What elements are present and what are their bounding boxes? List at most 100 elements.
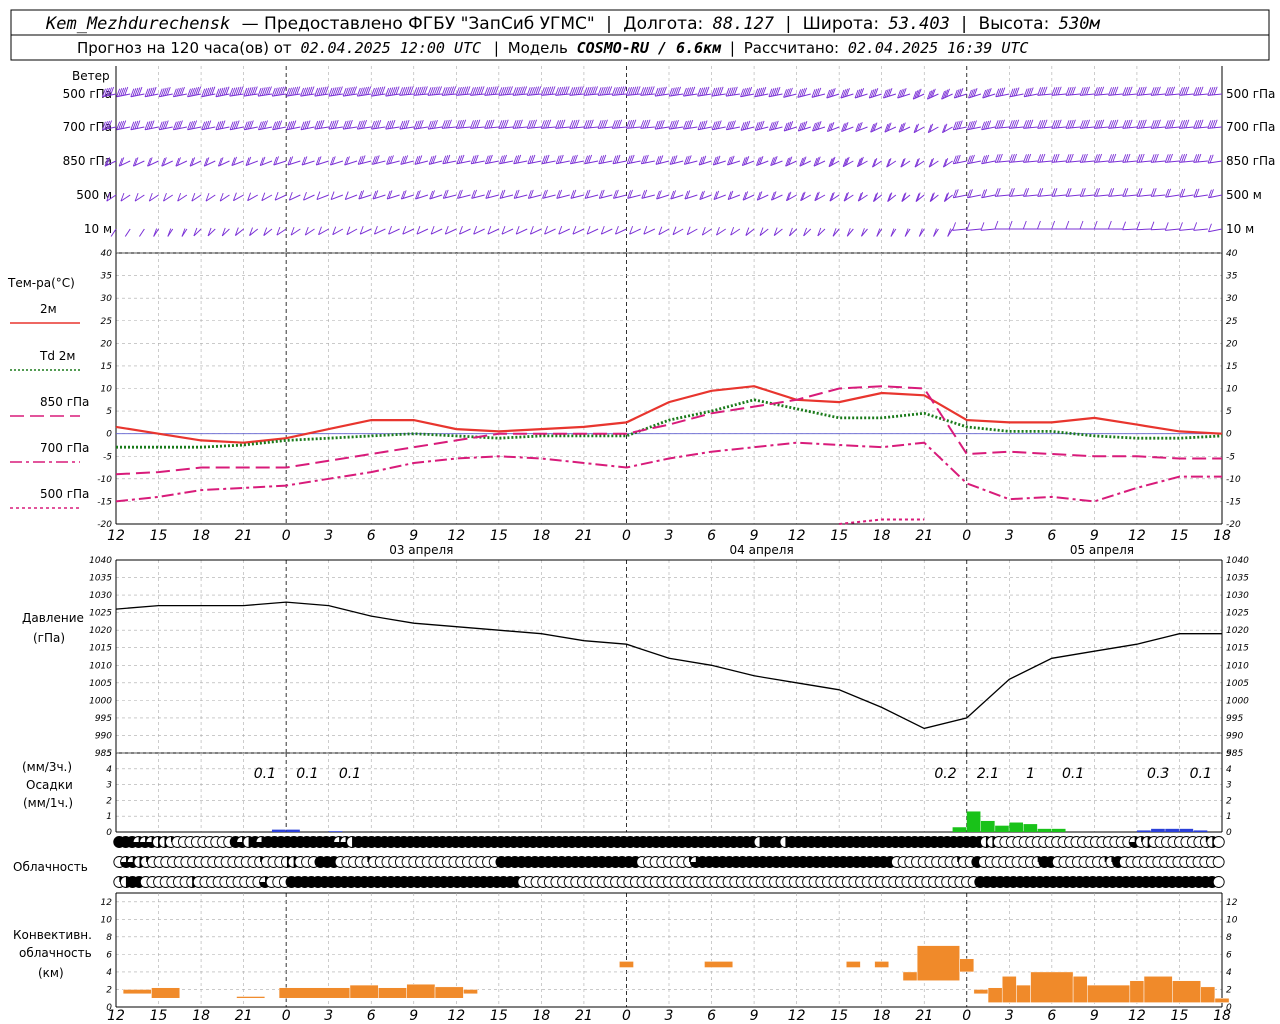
- wind-barb-feather: [177, 157, 181, 166]
- wind-barb-feather: [509, 86, 513, 95]
- wind-barb-feather: [531, 86, 535, 96]
- wind-barb: [826, 122, 840, 133]
- wind-barb: [812, 121, 826, 132]
- wind-barb-feather: [712, 156, 717, 166]
- wind-barb-feather: [618, 86, 623, 95]
- wind-barb: [487, 225, 500, 235]
- wind-barb-feather: [358, 87, 363, 96]
- wind-barb-feather: [656, 120, 661, 129]
- wind-barb-shaft: [219, 194, 230, 202]
- conv-bar: [1129, 980, 1145, 1003]
- y-tick-label-right: 1040: [1226, 556, 1249, 566]
- wind-barb-feather: [234, 227, 239, 236]
- wind-barb-feather: [147, 157, 151, 167]
- wind-barb-feather: [551, 86, 556, 95]
- wind-barb-feather: [476, 119, 481, 128]
- y-tick-label-right: 995: [1226, 714, 1243, 724]
- precip-bar: [1136, 830, 1151, 832]
- wind-barb-feather: [106, 192, 111, 202]
- wind-barb: [683, 86, 698, 97]
- wind-barb-feather: [857, 192, 862, 202]
- wind-barb: [470, 154, 485, 165]
- wind-barb: [856, 156, 868, 168]
- wind-barb: [258, 120, 273, 131]
- precip-title: Осадки: [26, 778, 73, 792]
- x-tick-label: 15: [1171, 528, 1189, 544]
- wind-barb: [286, 120, 301, 131]
- wind-barb-feather: [915, 158, 920, 167]
- wind-barb-feather: [758, 191, 763, 200]
- wind-barb-feather: [745, 156, 750, 165]
- wind-barb-feather: [771, 156, 776, 166]
- wind-barb-feather: [247, 120, 252, 130]
- wind-barb-feather: [882, 89, 887, 99]
- wind-barb: [442, 154, 457, 165]
- wind-barb-shaft: [473, 228, 485, 235]
- wind-barb-feather: [274, 121, 279, 130]
- wind-barb-feather: [150, 120, 155, 129]
- wind-barb-feather: [1025, 188, 1030, 197]
- wind-barb: [1193, 119, 1208, 129]
- wind-barb-feather: [1213, 119, 1218, 128]
- model-label: Модель: [508, 39, 568, 57]
- wind-barb-feather: [455, 120, 460, 129]
- wind-barb-feather: [731, 86, 736, 96]
- conv-bar: [406, 983, 436, 999]
- wind-barb-feather: [1011, 120, 1015, 129]
- legend-label: 850 гПа: [40, 395, 89, 409]
- wind-barb-feather: [233, 156, 238, 166]
- wind-barb-feather: [703, 86, 708, 96]
- wind-level-label: 850 гПа: [63, 154, 112, 168]
- wind-barb-feather: [486, 120, 491, 129]
- wind-barb-feather: [231, 121, 236, 130]
- wind-barb-feather: [1107, 220, 1112, 230]
- wind-barb: [1037, 86, 1052, 96]
- wind-barb-feather: [545, 86, 550, 96]
- wind-barb-feather: [811, 89, 816, 98]
- wind-barb-feather: [600, 225, 605, 235]
- wind-barb: [1164, 119, 1180, 129]
- wind-barb-feather: [886, 123, 890, 132]
- wind-barb-feather: [108, 87, 112, 96]
- wind-barb-feather: [331, 156, 336, 165]
- wind-barb-feather: [332, 87, 337, 96]
- wind-barb: [172, 120, 187, 131]
- wind-barb-feather: [316, 120, 321, 129]
- wind-barb-feather: [320, 86, 325, 96]
- wind-barb-feather: [146, 121, 151, 130]
- wind-barb: [541, 154, 556, 165]
- wind-barb-feather: [1086, 119, 1091, 128]
- wind-barb-shaft: [276, 228, 287, 236]
- wind-barb-feather: [514, 120, 519, 129]
- wind-barb-feather: [565, 86, 570, 95]
- wind-barb-shaft: [572, 228, 585, 235]
- wind-barb-feather: [444, 155, 449, 164]
- wind-barb: [245, 156, 258, 167]
- wind-barb-feather: [556, 190, 561, 199]
- wind-barb-feather: [831, 88, 836, 97]
- wind-barb-feather: [245, 87, 250, 96]
- wind-barb-feather: [191, 192, 196, 202]
- precip-bar: [1179, 828, 1194, 832]
- wind-barb-feather: [219, 192, 224, 202]
- wind-barb-feather: [162, 157, 167, 166]
- wind-barb-feather: [136, 120, 141, 129]
- wind-barb-feather: [201, 121, 206, 130]
- wind-barb-feather: [746, 87, 751, 96]
- wind-barb-feather: [614, 189, 619, 199]
- wind-barb: [231, 156, 244, 167]
- wind-barb: [658, 226, 670, 236]
- wind-barb-feather: [1150, 154, 1155, 163]
- wind-barb-feather: [817, 227, 822, 237]
- y-tick-label-left: 0: [106, 430, 112, 440]
- wind-barb-feather: [263, 86, 268, 96]
- wind-barb-feather: [301, 156, 306, 166]
- wind-barb-feather: [788, 156, 793, 165]
- wind-barb: [1164, 222, 1180, 231]
- y-tick-label-left: -20: [97, 520, 112, 530]
- wind-barb: [861, 228, 868, 237]
- conv-bar: [1087, 984, 1131, 1003]
- wind-barb-feather: [330, 191, 335, 200]
- wind-barb-shaft: [544, 228, 556, 235]
- wind-barb-feather: [372, 190, 377, 200]
